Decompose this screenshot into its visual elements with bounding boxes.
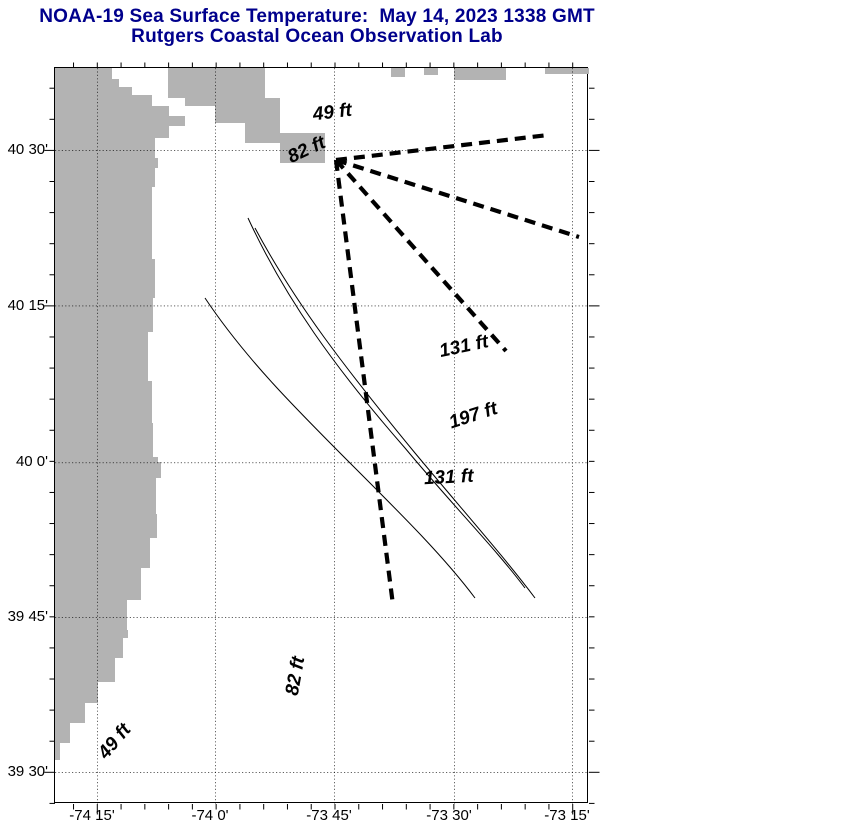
svg-text:82 ft: 82 ft bbox=[282, 654, 310, 697]
svg-text:49 ft: 49 ft bbox=[94, 719, 136, 764]
svg-text:49 ft: 49 ft bbox=[311, 100, 354, 126]
svg-text:131 ft: 131 ft bbox=[437, 331, 491, 362]
svg-text:131 ft: 131 ft bbox=[423, 466, 474, 490]
